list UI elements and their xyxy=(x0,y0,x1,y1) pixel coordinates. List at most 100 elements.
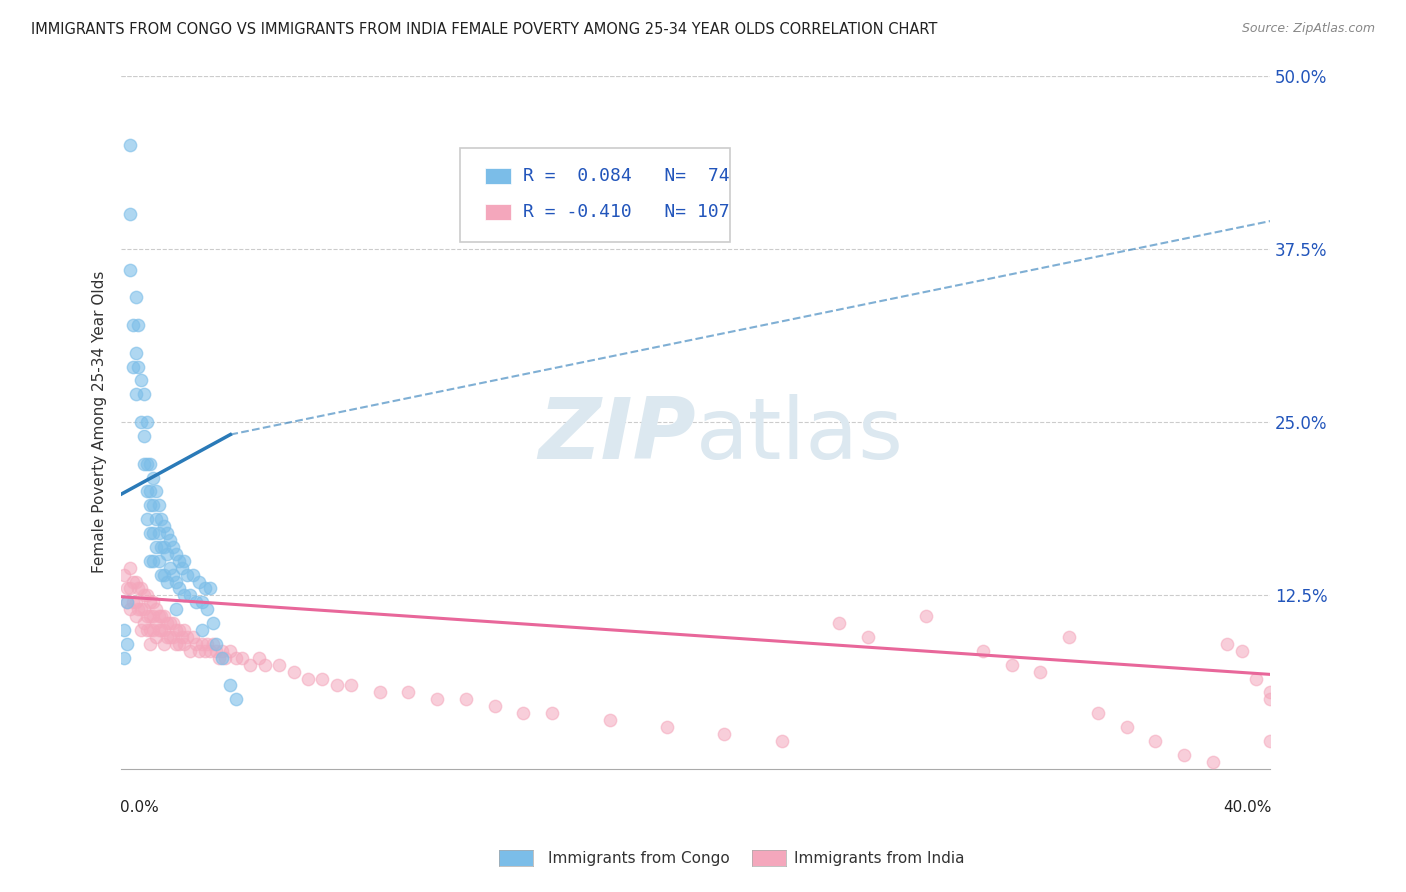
Text: atlas: atlas xyxy=(696,394,904,477)
Point xyxy=(170,630,193,644)
Point xyxy=(179,644,201,658)
Point xyxy=(127,602,149,616)
Point xyxy=(173,637,195,651)
Point xyxy=(153,609,176,624)
Point xyxy=(184,595,207,609)
Point xyxy=(297,672,319,686)
Point xyxy=(118,262,141,277)
Point xyxy=(173,588,195,602)
Point xyxy=(127,318,149,332)
Text: Immigrants from Congo: Immigrants from Congo xyxy=(548,851,730,865)
Point xyxy=(145,616,167,631)
Point xyxy=(145,484,167,499)
Point xyxy=(159,630,181,644)
Point xyxy=(484,699,506,714)
Point xyxy=(131,602,153,616)
Point xyxy=(1216,637,1239,651)
Point xyxy=(124,574,146,589)
Point xyxy=(131,374,153,388)
Point xyxy=(219,644,242,658)
Point xyxy=(134,588,156,602)
Point xyxy=(150,567,173,582)
Point xyxy=(856,630,879,644)
Point xyxy=(713,727,735,741)
Point xyxy=(142,526,165,541)
Point xyxy=(208,650,231,665)
Point xyxy=(214,650,236,665)
Point xyxy=(398,685,420,699)
Point xyxy=(156,526,179,541)
Text: Immigrants from India: Immigrants from India xyxy=(794,851,965,865)
Point xyxy=(118,137,141,152)
Point xyxy=(153,567,176,582)
Point xyxy=(454,692,477,706)
Point xyxy=(153,637,176,651)
Point xyxy=(124,609,146,624)
Point xyxy=(115,595,138,609)
Point xyxy=(167,637,190,651)
Point xyxy=(1115,720,1137,734)
Point xyxy=(150,512,173,526)
Point xyxy=(426,692,449,706)
Point xyxy=(134,602,156,616)
Point xyxy=(205,644,228,658)
Point xyxy=(121,318,143,332)
Point xyxy=(139,554,162,568)
Point xyxy=(115,582,138,596)
Point xyxy=(112,650,135,665)
Point xyxy=(159,533,181,547)
Point xyxy=(173,623,195,637)
Point xyxy=(162,616,184,631)
Point xyxy=(1244,672,1267,686)
Point xyxy=(139,498,162,512)
Point xyxy=(118,602,141,616)
Point xyxy=(136,623,159,637)
Point xyxy=(190,637,212,651)
Point xyxy=(1144,734,1167,748)
Point xyxy=(112,623,135,637)
Point xyxy=(162,540,184,554)
Point xyxy=(200,644,222,658)
Point xyxy=(136,609,159,624)
Point xyxy=(184,637,207,651)
Point xyxy=(145,602,167,616)
Text: R = -0.410   N= 107: R = -0.410 N= 107 xyxy=(523,203,730,221)
Text: ZIP: ZIP xyxy=(538,394,696,477)
Point xyxy=(156,630,179,644)
Point xyxy=(145,512,167,526)
Point xyxy=(134,387,156,401)
Point xyxy=(219,678,242,692)
Point xyxy=(136,415,159,429)
Text: R =  0.084   N=  74: R = 0.084 N= 74 xyxy=(523,167,730,185)
Point xyxy=(121,359,143,374)
Point xyxy=(340,678,363,692)
Point xyxy=(225,692,247,706)
Point xyxy=(828,616,851,631)
Point xyxy=(153,540,176,554)
Point xyxy=(368,685,391,699)
Point xyxy=(253,657,276,672)
FancyBboxPatch shape xyxy=(460,148,730,242)
Point xyxy=(153,519,176,533)
Point xyxy=(197,602,219,616)
Point xyxy=(139,623,162,637)
Point xyxy=(145,540,167,554)
Point xyxy=(202,637,225,651)
Point xyxy=(197,637,219,651)
Point xyxy=(1258,692,1281,706)
Point xyxy=(202,616,225,631)
Point xyxy=(115,637,138,651)
Point xyxy=(1258,685,1281,699)
Point xyxy=(167,623,190,637)
Point xyxy=(148,623,170,637)
Point xyxy=(127,359,149,374)
Point xyxy=(165,547,187,561)
Point xyxy=(115,595,138,609)
Point xyxy=(159,616,181,631)
Point xyxy=(1001,657,1024,672)
Point xyxy=(150,540,173,554)
Point xyxy=(139,484,162,499)
Point xyxy=(148,609,170,624)
Point xyxy=(231,650,253,665)
Point xyxy=(193,582,215,596)
